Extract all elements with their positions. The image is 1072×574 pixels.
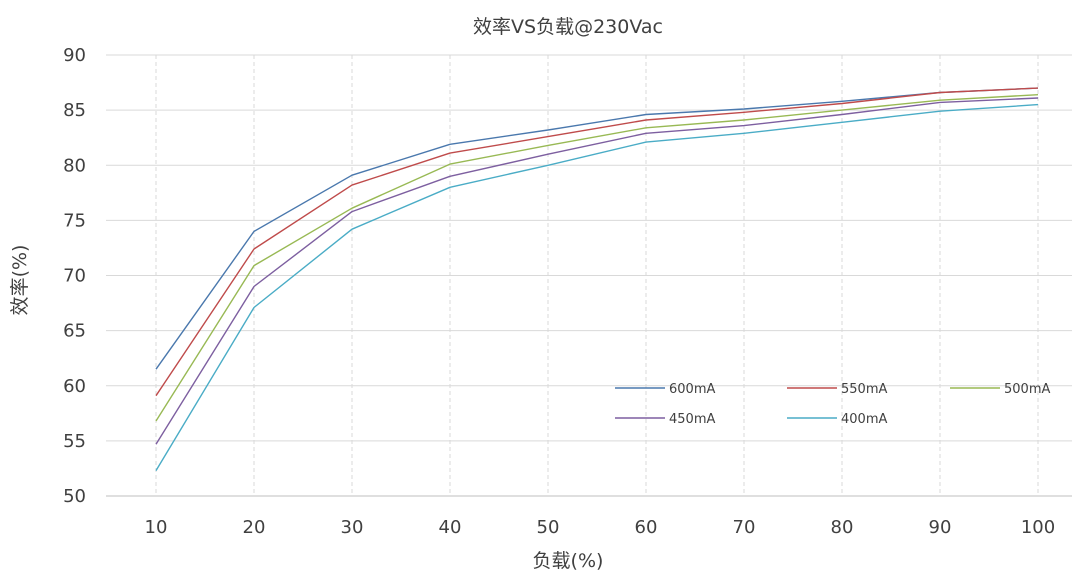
legend-label-500mA: 500mA [1004,382,1050,397]
series-line-550mA [155,87,1039,397]
series-line-400mA [155,103,1039,471]
x-tick-label: 50 [537,517,560,538]
legend-label-450mA: 450mA [669,412,715,427]
series-line-600mA [155,87,1039,370]
x-tick-label: 70 [733,517,756,538]
legend: 600mA 550mA 500mA 450mA 400mA [615,382,1050,427]
x-tick-label: 100 [1021,517,1055,538]
y-tick-label: 75 [63,210,86,231]
y-tick-label: 80 [63,155,86,176]
y-tick-label: 55 [63,431,86,452]
series-line-450mA [155,97,1039,445]
y-tick-label: 65 [63,321,86,342]
legend-label-400mA: 400mA [841,412,887,427]
y-tick-label: 70 [63,266,86,287]
grid [106,54,1072,497]
x-tick-label: 20 [243,517,266,538]
chart-title: 效率VS负载@230Vac [473,16,663,38]
x-tick-label: 80 [831,517,854,538]
x-tick-label: 10 [145,517,168,538]
y-tick-label: 85 [63,100,86,121]
series-lines [155,87,1039,471]
y-axis-label: 效率(%) [9,245,31,316]
y-tick-label: 60 [63,376,86,397]
legend-label-550mA: 550mA [841,382,887,397]
x-axis-label: 负载(%) [533,550,604,572]
y-tick-label: 50 [63,486,86,507]
legend-label-600mA: 600mA [669,382,715,397]
series-line-500mA [155,94,1039,422]
x-tick-label: 40 [439,517,462,538]
x-tick-label: 30 [341,517,364,538]
y-tick-label: 90 [63,45,86,66]
x-tick-label: 90 [929,517,952,538]
x-tick-label: 60 [635,517,658,538]
axes: 50 55 60 65 70 75 80 85 90 10 20 30 40 50 60 70 80 90 100 [63,45,1055,538]
